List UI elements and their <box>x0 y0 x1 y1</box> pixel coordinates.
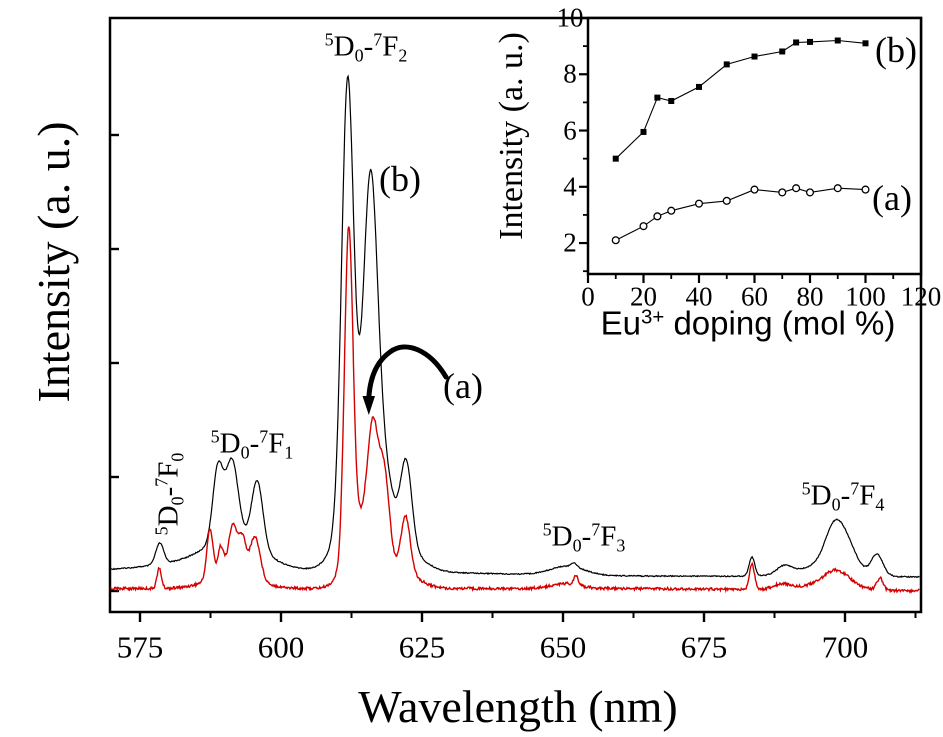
inset-marker-square-b <box>612 155 619 162</box>
annotation-arrow <box>366 344 449 401</box>
inset-marker-circle-a <box>792 184 801 193</box>
inset-marker-circle-a <box>833 184 842 193</box>
inset-marker-circle-a <box>667 206 676 215</box>
inset-marker-circle-a <box>653 212 662 221</box>
inset-marker-square-b <box>751 53 758 60</box>
inset-x-tick-label: 0 <box>581 281 595 312</box>
inset-x-axis-title: Eu3+ doping (mol %) <box>600 304 896 342</box>
inset-series-label-a: (a) <box>872 178 912 218</box>
inset-marker-square-b <box>723 61 730 68</box>
inset-marker-circle-a <box>861 185 870 194</box>
x-tick-label: 700 <box>821 629 869 665</box>
inset-frame <box>586 16 923 276</box>
inset-marker-square-b <box>668 97 675 104</box>
inset-x-tick-label: 120 <box>900 281 942 312</box>
inset-marker-square-b <box>793 39 800 46</box>
annotation-arrowhead <box>362 396 375 415</box>
inset-series-line-b <box>615 39 866 160</box>
inset-marker-square-b <box>696 83 702 90</box>
inset-marker-circle-a <box>694 199 704 208</box>
inset-marker-circle-a <box>750 185 759 194</box>
inset-x-tick-label: 100 <box>845 281 886 312</box>
transition-label-5d0-7f1: 5D0-7F1 <box>210 426 294 463</box>
inset-marker-circle-a <box>778 188 787 197</box>
inset-marker-circle-a <box>722 196 731 205</box>
main-curve-label-b: (b) <box>379 159 421 199</box>
spectrum-curve-a <box>109 226 920 594</box>
inset-marker-square-b <box>640 128 647 135</box>
inset-series-label-b: (b) <box>875 30 917 70</box>
transition-label-5d0-7f2: 5D0-7F2 <box>324 29 408 66</box>
inset-marker-circle-a <box>639 222 648 231</box>
x-tick-label: 650 <box>539 629 587 665</box>
inset-x-tick-label: 20 <box>630 281 657 312</box>
inset-marker-square-b <box>654 94 661 101</box>
inset-y-tick-label: 10 <box>556 2 584 33</box>
spectrum-curve-b <box>110 74 920 579</box>
x-tick-label: 675 <box>680 629 728 665</box>
inset-y-tick-label: 6 <box>563 115 577 146</box>
inset-x-tick-label: 40 <box>685 281 713 312</box>
main-y-axis-title: Intensity (a. u.) <box>28 121 79 403</box>
inset-y-tick-label: 2 <box>563 227 577 258</box>
transition-label-5d0-7f0: 5D0-7F0 <box>151 452 188 536</box>
inset-marker-square-b <box>807 38 813 45</box>
main-x-axis-title: Wavelength (nm) <box>358 681 678 732</box>
inset-x-tick-label: 60 <box>741 281 768 312</box>
inset-y-tick-label: 4 <box>563 171 577 202</box>
inset-marker-square-b <box>779 48 786 55</box>
transition-label-5d0-7f4: 5D0-7F4 <box>801 478 885 515</box>
inset-marker-circle-a <box>805 188 815 197</box>
inset-marker-square-b <box>834 37 841 44</box>
inset-y-axis-title: Intensity (a. u.) <box>493 32 530 240</box>
x-tick-label: 575 <box>116 629 164 665</box>
inset-y-tick-label: 8 <box>563 58 577 89</box>
x-tick-label: 600 <box>257 629 305 665</box>
inset-marker-square-b <box>862 40 869 47</box>
main-curve-label-a: (a) <box>443 366 483 406</box>
inset-marker-circle-a <box>611 236 620 245</box>
inset-x-tick-label: 80 <box>796 281 824 312</box>
x-tick-label: 625 <box>398 629 446 665</box>
transition-label-5d0-7f3: 5D0-7F3 <box>542 519 626 556</box>
main-plot-frame <box>108 16 923 614</box>
